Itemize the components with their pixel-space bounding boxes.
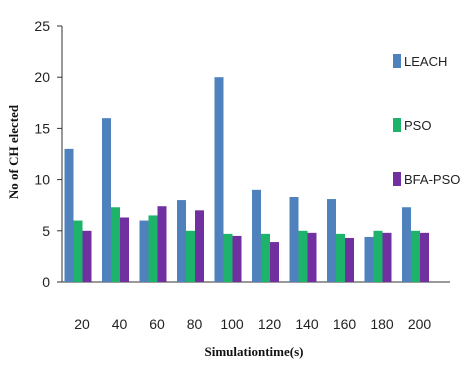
y-tick-label: 15 (34, 120, 50, 136)
bar-leach-80 (177, 200, 186, 282)
y-tick-label: 25 (34, 18, 50, 34)
x-tick-label: 60 (149, 316, 165, 332)
bar-bfa-pso-20 (82, 230, 92, 282)
bar-leach-140 (289, 197, 299, 282)
bar-pso-100 (223, 233, 233, 282)
bar-leach-40 (102, 118, 111, 282)
bar-pso-120 (261, 233, 270, 282)
bar-leach-100 (214, 77, 224, 282)
bar-pso-40 (111, 207, 120, 282)
bar-leach-120 (252, 189, 261, 282)
legend-swatch (393, 118, 401, 132)
y-tick-label: 10 (34, 172, 50, 188)
y-tick-label: 5 (42, 223, 50, 239)
bar-bfa-pso-140 (307, 232, 317, 282)
legend-label: PSO (404, 118, 431, 133)
x-tick-label: 20 (74, 316, 90, 332)
bar-leach-180 (364, 236, 374, 282)
legend-label: BFA-PSO (404, 172, 460, 187)
bar-bfa-pso-200 (420, 232, 429, 282)
bar-bfa-pso-100 (232, 235, 242, 282)
x-tick-label: 120 (258, 316, 282, 332)
bar-bfa-pso-160 (345, 237, 354, 282)
bar-leach-60 (139, 220, 149, 282)
bar-pso-200 (411, 230, 420, 282)
legend: LEACH PSO BFA-PSO (393, 54, 460, 187)
x-tick-label: 100 (220, 316, 244, 332)
x-tick-label: 160 (333, 316, 357, 332)
y-axis-title: No of CH elected (6, 104, 21, 199)
y-tick-label: 20 (34, 69, 50, 85)
bar-series (64, 77, 429, 282)
bar-bfa-pso-80 (195, 210, 204, 282)
x-tick-label: 140 (295, 316, 319, 332)
x-tick-label: 80 (187, 316, 203, 332)
bar-leach-20 (64, 148, 74, 282)
y-axis-ticks: 0 5 10 15 20 25 (34, 18, 62, 290)
x-tick-label: 200 (408, 316, 432, 332)
bar-pso-60 (148, 215, 158, 282)
bar-bfa-pso-60 (157, 206, 167, 282)
bar-pso-180 (373, 230, 383, 282)
bar-bfa-pso-180 (382, 232, 392, 282)
legend-swatch (393, 54, 401, 68)
y-tick-label: 0 (42, 274, 50, 290)
bar-pso-160 (336, 233, 345, 282)
bar-pso-20 (73, 220, 83, 282)
bar-leach-200 (402, 207, 411, 282)
x-tick-label: 40 (112, 316, 128, 332)
bar-pso-140 (298, 230, 308, 282)
bar-pso-80 (186, 230, 195, 282)
x-axis-title: Simulationtime(s) (205, 344, 304, 359)
bar-bfa-pso-40 (120, 217, 129, 282)
legend-swatch (393, 172, 401, 186)
x-tick-label: 180 (370, 316, 394, 332)
legend-label: LEACH (404, 54, 447, 69)
x-axis-ticks: 20 40 60 80 100 120 140 160 180 200 (74, 316, 431, 332)
bar-leach-160 (327, 199, 336, 282)
bar-bfa-pso-120 (270, 242, 279, 282)
